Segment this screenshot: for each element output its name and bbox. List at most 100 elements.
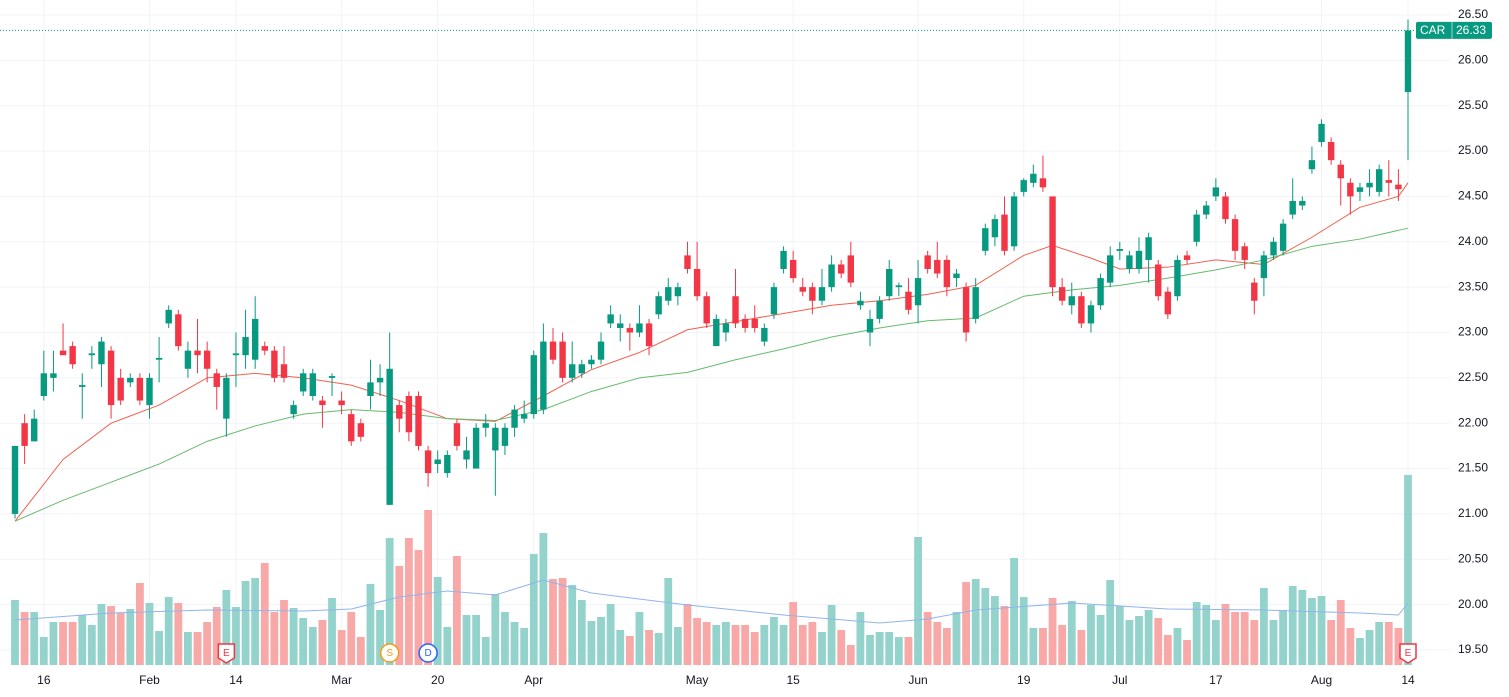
- volume-bar: [59, 622, 67, 665]
- x-tick-label: 20: [431, 673, 445, 687]
- candle-body: [482, 423, 489, 428]
- volume-bar: [366, 584, 375, 665]
- candle-body: [607, 314, 614, 324]
- candle-body: [962, 287, 970, 333]
- volume-bar: [1346, 628, 1355, 665]
- volume-bar: [453, 556, 461, 665]
- volume-bar: [827, 605, 836, 665]
- volume-bar: [866, 635, 874, 665]
- candle-body: [1222, 196, 1229, 220]
- candle-body: [1039, 178, 1047, 188]
- x-tick-label: 17: [1209, 673, 1223, 687]
- candle-body: [472, 427, 480, 469]
- volume-bar: [1048, 598, 1057, 665]
- volume-bar: [520, 628, 529, 665]
- volume-bar: [241, 581, 250, 665]
- candle-body: [1058, 287, 1066, 301]
- volume-bar: [1240, 612, 1249, 665]
- volume-bar: [1211, 620, 1220, 665]
- candle-body: [155, 357, 163, 360]
- volume-bar: [904, 637, 913, 665]
- volume-bar: [750, 632, 759, 665]
- candle-body: [693, 269, 701, 297]
- volume-bar: [664, 578, 673, 665]
- volume-bar: [1356, 638, 1364, 665]
- volume-bar: [1029, 628, 1038, 665]
- volume-bar: [837, 630, 846, 665]
- candle-body: [59, 350, 67, 356]
- candle-body: [540, 341, 547, 410]
- volume-bar: [741, 625, 750, 665]
- candle-body: [165, 309, 172, 324]
- volume-bar: [856, 612, 865, 665]
- x-tick-label: 19: [1017, 673, 1031, 687]
- volume-bar: [1327, 620, 1336, 665]
- candle-body: [1395, 184, 1402, 190]
- candle-body: [127, 377, 134, 383]
- candle-body: [741, 318, 749, 328]
- candle-body: [1049, 196, 1056, 288]
- candle-body: [626, 327, 634, 333]
- candle-body: [348, 414, 355, 442]
- candle-body: [982, 228, 989, 251]
- volume-bar: [135, 583, 144, 665]
- candle-body: [569, 364, 576, 378]
- candle-body: [530, 355, 537, 415]
- candle-body: [386, 368, 393, 505]
- candle-body: [21, 423, 28, 446]
- candle-body: [674, 287, 682, 297]
- x-tick-label: 14: [229, 673, 243, 687]
- volume-bar: [1336, 600, 1345, 665]
- candle-body: [1375, 169, 1383, 192]
- volume-bar: [78, 615, 87, 665]
- volume-bar: [424, 510, 432, 665]
- candle-body: [1270, 241, 1277, 256]
- volume-bar: [414, 550, 423, 665]
- candle-body: [1327, 142, 1335, 161]
- volume-bar: [1039, 628, 1047, 665]
- x-tick-label: Feb: [139, 673, 160, 687]
- y-tick-label: 23.50: [1458, 279, 1488, 293]
- volume-bar: [472, 615, 481, 665]
- candle-body: [655, 296, 662, 315]
- candle-body: [203, 350, 211, 369]
- volume-average-line: [14, 579, 1409, 624]
- volume-bar: [510, 622, 519, 665]
- volume-bar: [203, 622, 212, 665]
- candle-body: [11, 445, 19, 514]
- volume-bar: [1250, 620, 1259, 665]
- volume-bar: [1317, 596, 1326, 665]
- volume-bar: [1115, 606, 1124, 665]
- candle-body: [1183, 255, 1191, 260]
- candle-body: [107, 350, 115, 406]
- candle-body: [69, 346, 76, 365]
- candle-body: [367, 382, 374, 396]
- volume-bar: [606, 604, 615, 665]
- candle-body: [837, 264, 845, 274]
- volume-bar: [1163, 635, 1172, 665]
- event-marker: S: [379, 643, 400, 663]
- volume-bar: [923, 612, 932, 665]
- candle-body: [415, 396, 422, 446]
- volume-bar: [87, 625, 96, 665]
- event-label: E: [1405, 648, 1412, 659]
- volume-bar: [722, 622, 730, 665]
- candle-body: [1308, 160, 1316, 170]
- volume-bar: [933, 622, 942, 665]
- volume-bar: [539, 533, 548, 665]
- candle-body: [280, 364, 288, 378]
- volume-bar: [1067, 601, 1076, 665]
- y-tick-label: 26.00: [1458, 53, 1488, 67]
- y-tick-label: 21.00: [1458, 506, 1488, 520]
- volume-bar: [1010, 558, 1019, 665]
- candle-body: [866, 318, 874, 333]
- candle-body: [934, 259, 941, 274]
- candle-body: [194, 350, 201, 356]
- candle-body: [40, 373, 48, 396]
- candle-body: [1356, 187, 1364, 192]
- candle-body: [789, 259, 797, 279]
- candle-body: [1385, 180, 1392, 183]
- candle-body: [1078, 296, 1085, 324]
- candle-body: [463, 450, 470, 460]
- volume-bar: [1087, 605, 1095, 665]
